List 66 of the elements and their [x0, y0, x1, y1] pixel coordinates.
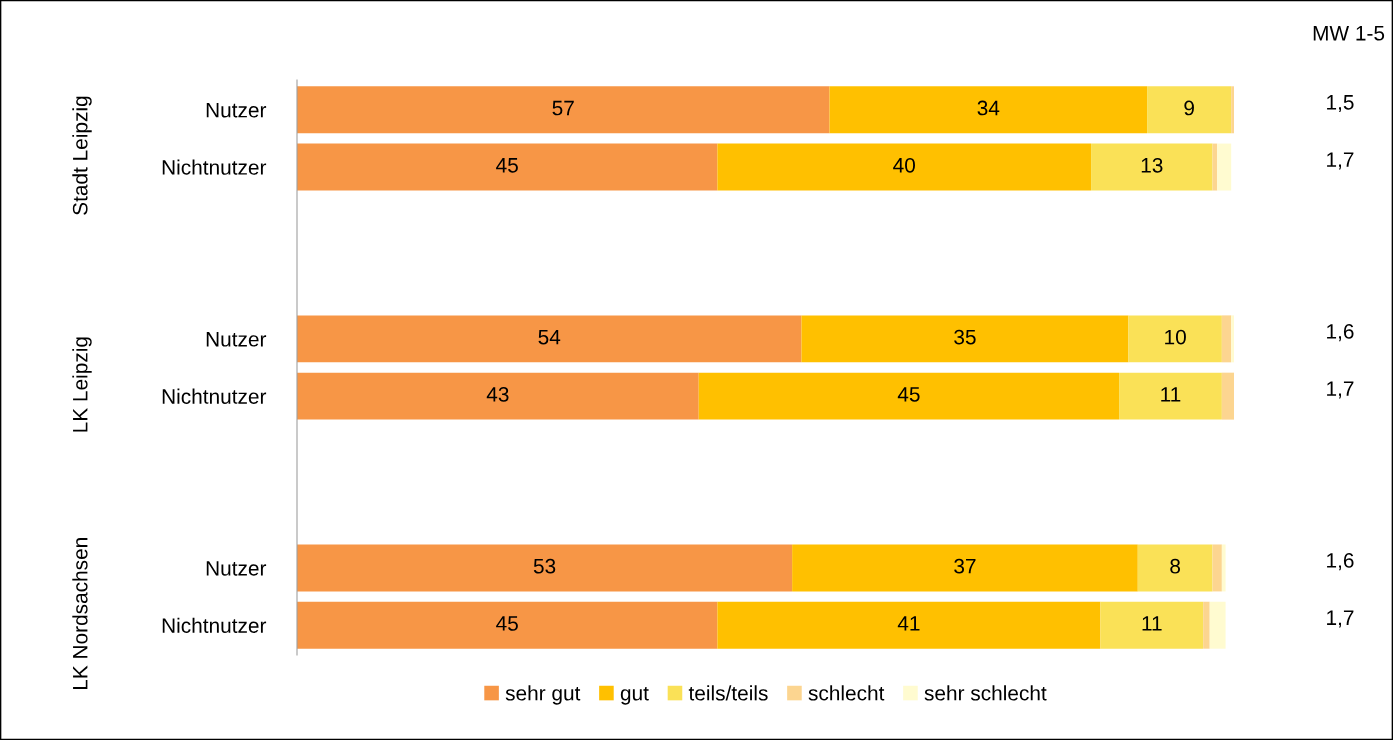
data-label: 41: [897, 616, 920, 631]
text: LK Leipzig: [72, 337, 92, 432]
legend-label: teils/teils: [688, 685, 768, 701]
bar: [1221, 315, 1232, 363]
y-tick-label: Nichtnutzer: [162, 388, 267, 404]
text: 1,7: [1327, 152, 1354, 170]
data-label: 9: [1184, 100, 1194, 116]
bar: [829, 86, 1148, 134]
bar: [1231, 86, 1234, 134]
data-label: 13: [1141, 157, 1163, 173]
data-label: 10: [1165, 329, 1186, 345]
bar: [801, 315, 1129, 363]
data-label: 35: [954, 329, 976, 345]
data-label: 43: [486, 386, 509, 402]
text: 1,7: [1327, 610, 1354, 628]
bar: [1100, 601, 1204, 649]
bar: [297, 544, 793, 592]
text: 1,7: [1327, 381, 1354, 399]
data-label: 53: [533, 558, 556, 574]
bar: [792, 544, 1138, 592]
bar: [1091, 143, 1213, 191]
bar: [1209, 601, 1226, 649]
bar: [297, 143, 718, 191]
text: Stadt Leipzig: [72, 96, 92, 215]
data-label: 11: [1142, 616, 1162, 631]
bar: [1203, 601, 1210, 649]
bar: [1221, 544, 1226, 592]
data-label: 11: [1161, 387, 1181, 402]
bar: [297, 315, 802, 363]
bar: [297, 372, 699, 420]
data-label: 57: [552, 100, 574, 116]
bar: [297, 601, 718, 649]
y-tick-label: Nutzer: [206, 561, 267, 576]
bar: [717, 143, 1092, 191]
bar: [1137, 544, 1213, 592]
y-tick-label: Nichtnutzer: [162, 159, 267, 175]
text: 1,5: [1327, 95, 1354, 113]
bar: [1147, 86, 1232, 134]
text: 1,6: [1327, 553, 1354, 571]
y-tick-label: Nutzer: [206, 103, 267, 118]
data-label: 45: [897, 387, 920, 402]
y-tick-label: Nichtnutzer: [162, 617, 267, 633]
bar: [1217, 143, 1232, 191]
data-label: 45: [496, 616, 518, 631]
data-label: 54: [538, 329, 561, 345]
data-label: 37: [954, 558, 976, 574]
bar: [698, 372, 1120, 420]
legend-label: sehr schlecht: [924, 685, 1047, 701]
y-tick-label: Nutzer: [206, 332, 267, 347]
bar: [1119, 372, 1222, 420]
text: MW 1-5: [1313, 26, 1385, 41]
bar: [1212, 544, 1222, 592]
data-label: 8: [1170, 558, 1181, 574]
bar: [717, 601, 1101, 649]
bar: [1221, 372, 1234, 420]
data-label: 40: [893, 157, 915, 173]
text: 1,6: [1327, 323, 1354, 342]
legend-label: sehr gut: [505, 685, 581, 705]
data-label: 34: [977, 100, 1000, 116]
legend-label: schlecht: [808, 685, 885, 701]
bar: [1128, 315, 1222, 363]
bar: [1231, 315, 1234, 363]
bar: [297, 86, 830, 134]
text: LK Nordsachsen: [72, 538, 88, 690]
legend-label: gut: [620, 686, 649, 705]
data-label: 45: [496, 158, 518, 173]
